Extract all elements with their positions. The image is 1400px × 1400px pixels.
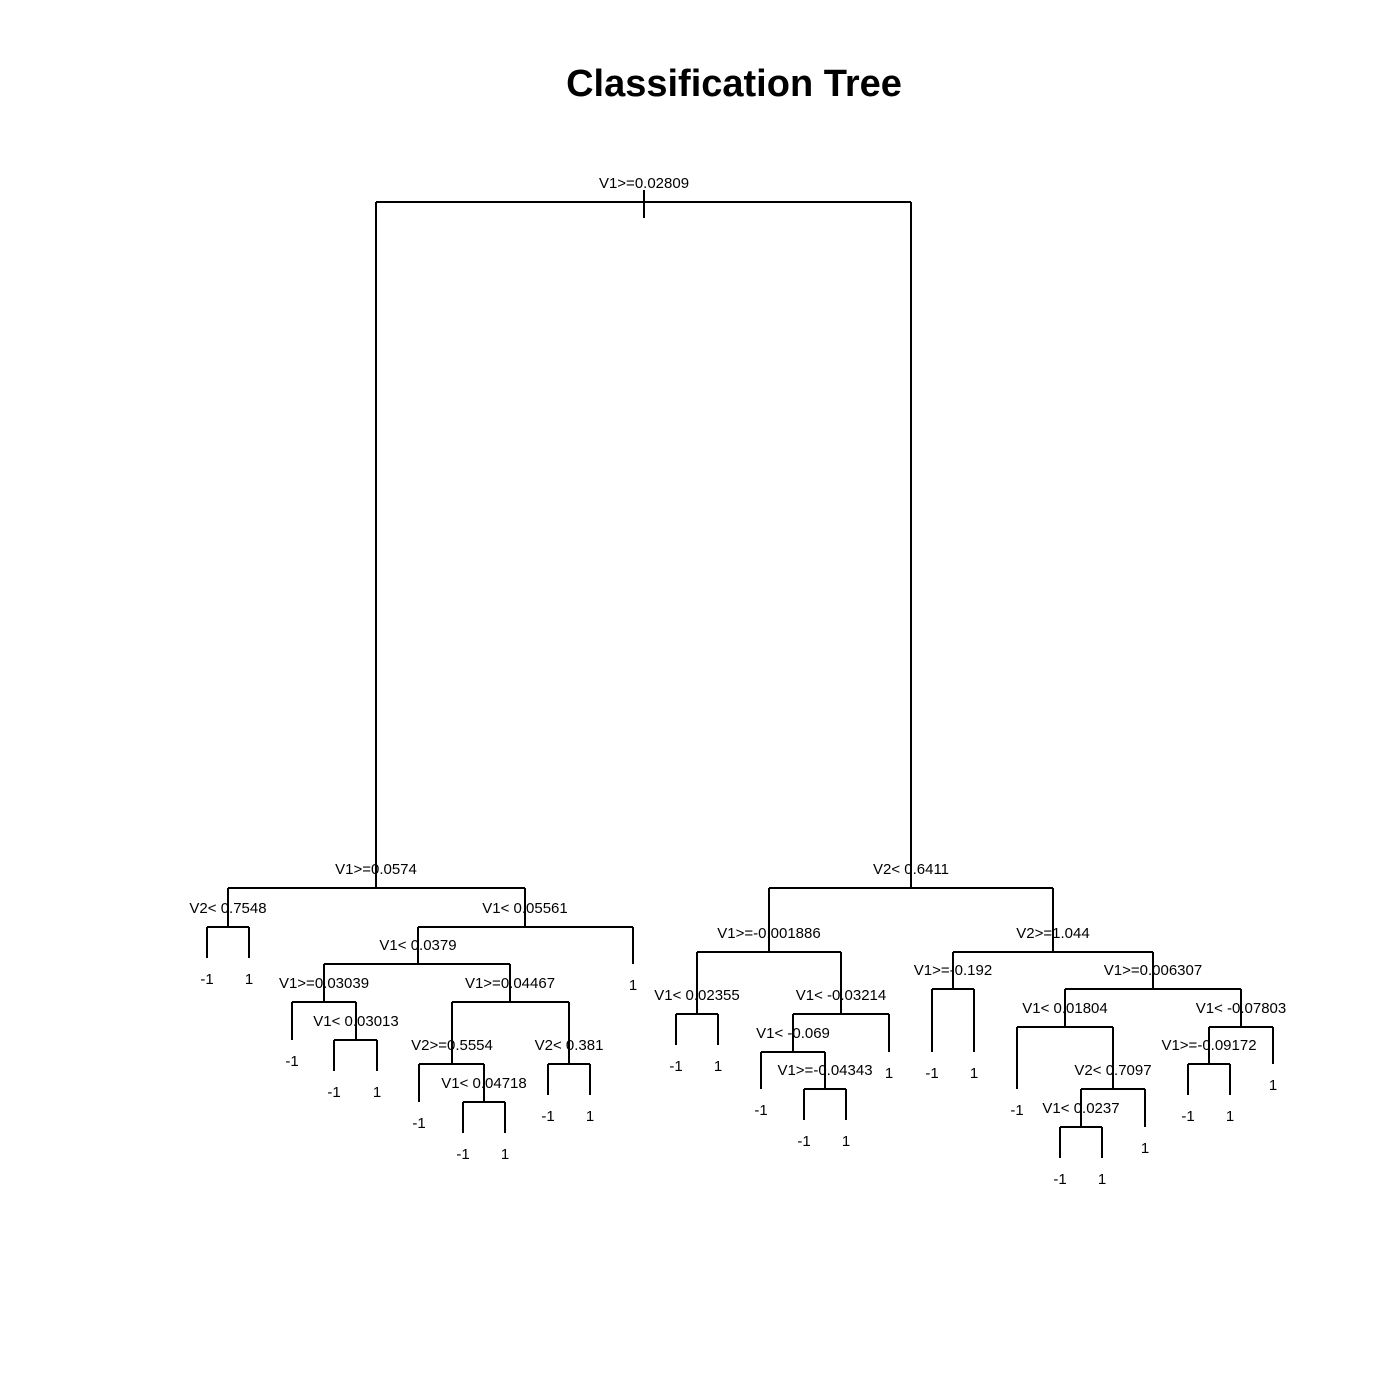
split-condition-label: V1>=0.0574 — [335, 861, 417, 878]
split-condition-label: V2>=1.044 — [1016, 925, 1089, 942]
leaf-class-label: -1 — [1053, 1171, 1066, 1188]
split-condition-label: V1>=0.006307 — [1104, 962, 1202, 979]
split-condition-label: V1>=0.02809 — [599, 175, 689, 192]
split-condition-label: V1< 0.0379 — [379, 937, 456, 954]
split-condition-label: V1< -0.069 — [756, 1025, 830, 1042]
split-condition-label: V1< 0.03013 — [313, 1013, 399, 1030]
split-condition-label: V1>=-0.001886 — [717, 925, 820, 942]
split-condition-label: V1< 0.02355 — [654, 987, 740, 1004]
leaf-class-label: -1 — [1010, 1102, 1023, 1119]
split-condition-label: V1>=-0.09172 — [1161, 1037, 1256, 1054]
leaf-class-label: 1 — [586, 1108, 594, 1125]
split-condition-label: V1< 0.0237 — [1042, 1100, 1119, 1117]
leaf-class-label: 1 — [842, 1133, 850, 1150]
leaf-class-label: -1 — [797, 1133, 810, 1150]
leaf-class-label: 1 — [245, 971, 253, 988]
leaf-class-label: -1 — [669, 1058, 682, 1075]
split-condition-label: V2< 0.381 — [535, 1037, 604, 1054]
leaf-class-label: 1 — [714, 1058, 722, 1075]
leaf-class-label: 1 — [501, 1146, 509, 1163]
leaf-class-label: 1 — [373, 1084, 381, 1101]
leaf-class-label: 1 — [1098, 1171, 1106, 1188]
leaf-class-label: -1 — [200, 971, 213, 988]
leaf-class-label: -1 — [541, 1108, 554, 1125]
split-condition-label: V2>=0.5554 — [411, 1037, 493, 1054]
leaf-class-label: 1 — [1269, 1077, 1277, 1094]
split-condition-label: V2< 0.7097 — [1074, 1062, 1151, 1079]
leaf-class-label: -1 — [412, 1115, 425, 1132]
split-condition-label: V1>=-0.192 — [914, 962, 992, 979]
leaf-class-label: -1 — [754, 1102, 767, 1119]
split-condition-label: V1< 0.04718 — [441, 1075, 527, 1092]
tree-labels: V1>=0.02809 V1>=0.0574 V2< 0.7548 -1 1 V1< 0.… — [189, 175, 1286, 1188]
tree-edges — [206, 190, 1274, 1158]
leaf-class-label: -1 — [925, 1065, 938, 1082]
leaf-class-label: -1 — [1181, 1108, 1194, 1125]
split-condition-label: V1>=0.03039 — [279, 975, 369, 992]
split-condition-label: V1< 0.05561 — [482, 900, 568, 917]
leaf-class-label: -1 — [327, 1084, 340, 1101]
leaf-class-label: 1 — [970, 1065, 978, 1082]
split-condition-label: V1>=-0.04343 — [777, 1062, 872, 1079]
split-condition-label: V2< 0.7548 — [189, 900, 266, 917]
leaf-class-label: 1 — [1141, 1140, 1149, 1157]
leaf-class-label: -1 — [285, 1053, 298, 1070]
leaf-class-label: 1 — [1226, 1108, 1234, 1125]
split-condition-label: V1< -0.07803 — [1196, 1000, 1287, 1017]
split-condition-label: V2< 0.6411 — [873, 861, 949, 878]
split-condition-label: V1< 0.01804 — [1022, 1000, 1108, 1017]
leaf-class-label: 1 — [885, 1065, 893, 1082]
diagram-title: Classification Tree — [566, 63, 902, 105]
leaf-class-label: 1 — [629, 977, 637, 994]
leaf-class-label: -1 — [456, 1146, 469, 1163]
split-condition-label: V1< -0.03214 — [796, 987, 887, 1004]
split-condition-label: V1>=0.04467 — [465, 975, 555, 992]
